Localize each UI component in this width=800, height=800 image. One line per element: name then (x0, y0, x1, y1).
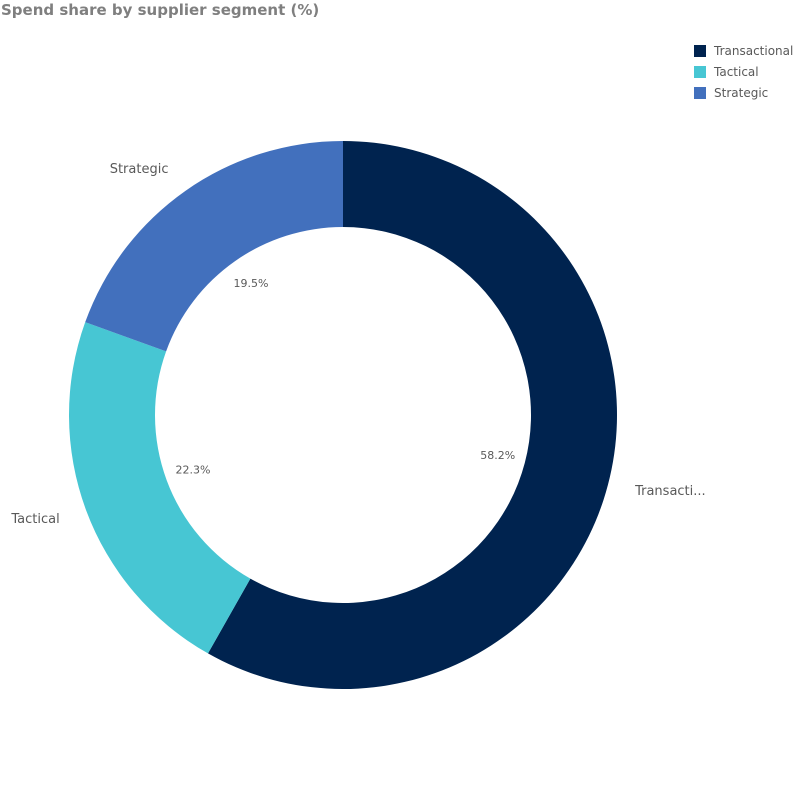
legend-item-transactional[interactable]: Transactional (694, 40, 793, 61)
legend-label-transactional: Transactional (714, 43, 794, 58)
slice-strategic[interactable] (85, 141, 343, 352)
legend-swatch-transactional (694, 44, 706, 57)
legend: Transactional Tactical Strategic (694, 40, 793, 103)
legend-item-tactical[interactable]: Tactical (694, 61, 793, 82)
legend-label-tactical: Tactical (714, 64, 759, 79)
legend-swatch-strategic (694, 86, 706, 99)
category-label-tactical: Tactical (10, 512, 59, 527)
slice-transactional[interactable] (207, 141, 617, 689)
category-label-strategic: Strategic (110, 162, 169, 177)
legend-swatch-tactical (694, 65, 706, 78)
legend-label-strategic: Strategic (714, 85, 769, 100)
category-label-transactional: Transacti... (634, 484, 706, 499)
value-label-strategic: 19.5% (234, 277, 269, 290)
legend-item-strategic[interactable]: Strategic (694, 82, 793, 103)
value-label-transactional: 58.2% (480, 449, 515, 462)
value-label-tactical: 22.3% (176, 464, 211, 477)
slice-tactical[interactable] (69, 322, 251, 654)
chart-title: Spend share by supplier segment (%) (1, 1, 320, 19)
